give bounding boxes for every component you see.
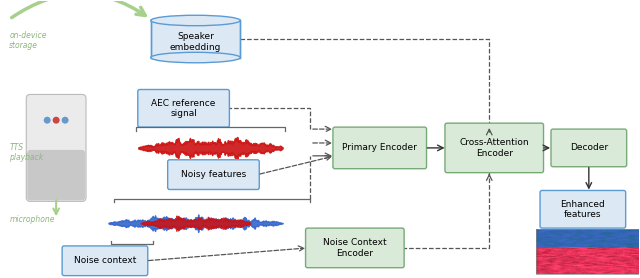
Text: Primary Encoder: Primary Encoder [342,143,417,152]
FancyBboxPatch shape [445,123,543,173]
FancyBboxPatch shape [28,150,85,200]
Circle shape [61,117,68,124]
Text: microphone: microphone [10,215,55,224]
FancyBboxPatch shape [168,160,259,190]
FancyBboxPatch shape [540,190,626,228]
FancyBboxPatch shape [26,95,86,201]
Text: storage: storage [10,41,38,50]
FancyBboxPatch shape [551,129,627,167]
Text: Decoder: Decoder [570,143,608,152]
Text: Speaker
embedding: Speaker embedding [170,33,221,52]
Ellipse shape [151,15,241,26]
Circle shape [44,117,51,124]
Text: Noise context: Noise context [74,256,136,265]
Text: Enhanced
features: Enhanced features [561,200,605,219]
Text: playback: playback [10,153,44,162]
FancyArrowPatch shape [53,200,59,214]
Bar [151,21,241,58]
FancyBboxPatch shape [138,90,229,127]
Text: AEC reference
signal: AEC reference signal [152,99,216,118]
Text: Noisy features: Noisy features [181,170,246,179]
Text: Noise Context
Encoder: Noise Context Encoder [323,238,387,258]
Text: Cross-Attention
Encoder: Cross-Attention Encoder [460,138,529,158]
Text: on-device: on-device [10,31,47,40]
FancyArrowPatch shape [12,0,145,18]
Text: TTS: TTS [10,143,24,152]
Ellipse shape [151,52,241,63]
FancyBboxPatch shape [333,127,426,169]
Circle shape [52,117,60,124]
FancyBboxPatch shape [305,228,404,268]
Bar [536,229,640,274]
FancyBboxPatch shape [62,246,148,275]
